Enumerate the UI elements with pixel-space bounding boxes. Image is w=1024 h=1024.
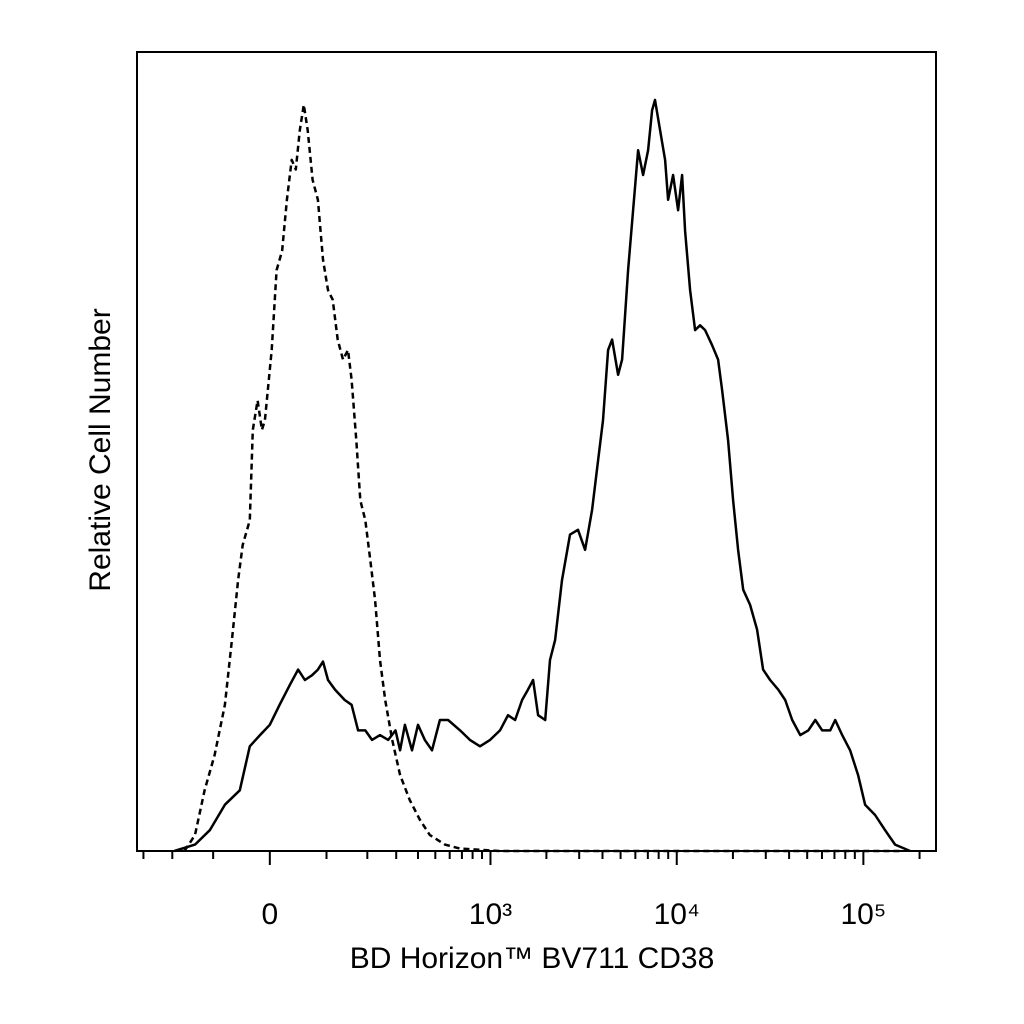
x-tick-label: 10⁴ [654, 898, 700, 931]
histogram-line [174, 98, 911, 853]
x-tick-label: 10³ [469, 898, 512, 931]
x-tick-label: 10⁵ [840, 898, 886, 931]
x-axis-label: BD Horizon™ BV711 CD38 [350, 942, 715, 975]
y-axis-label: Relative Cell Number [84, 308, 117, 591]
x-tick-label: 0 [261, 898, 278, 931]
histogram-line [183, 103, 901, 853]
